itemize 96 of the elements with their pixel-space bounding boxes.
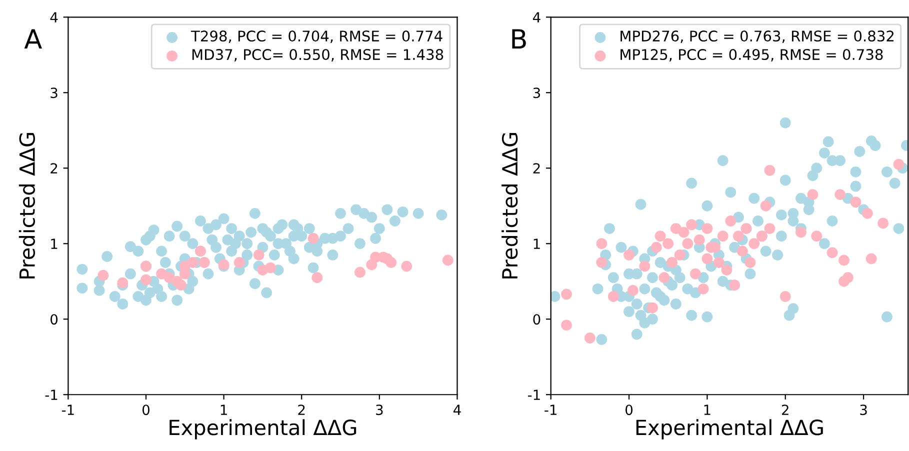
point [838, 276, 850, 287]
point [442, 254, 454, 266]
point [721, 264, 732, 276]
y-tick-label: 2 [50, 163, 58, 174]
point [312, 272, 323, 284]
point [732, 230, 744, 242]
point [694, 234, 705, 246]
y-tick-label: 3 [533, 88, 540, 98]
point [561, 288, 572, 300]
point [764, 164, 776, 176]
point [561, 320, 572, 331]
point [748, 238, 760, 250]
point [662, 238, 674, 250]
y-tick-label: 4 [532, 12, 540, 22]
legend-label: MD37, PCC= 0.550, RMSE = 1.438 [192, 49, 444, 62]
x-tick-label: 2 [782, 404, 788, 415]
point [596, 257, 608, 268]
chart-title: A [24, 29, 42, 49]
point [862, 208, 873, 219]
point [187, 257, 198, 268]
point [584, 332, 596, 344]
y-axis-title: Predicted ΔΔG [502, 133, 518, 278]
legend-label: T298, PCC = 0.704, RMSE = 0.774 [190, 30, 442, 44]
point [608, 291, 619, 302]
point [176, 280, 186, 291]
point [666, 257, 678, 268]
point [717, 230, 728, 242]
point [253, 249, 264, 260]
point [117, 277, 128, 288]
x-axis-title: Experimental ΔΔG [636, 419, 823, 440]
point [807, 189, 818, 200]
y-tick-label: 1 [534, 238, 540, 249]
x-tick-label: 2 [298, 404, 305, 415]
point [850, 196, 862, 208]
point [690, 268, 701, 280]
point [650, 242, 662, 253]
point [702, 223, 713, 234]
x-tick-label: 3 [860, 404, 867, 416]
point [811, 230, 822, 242]
point [354, 266, 366, 278]
y-tick-label: 2 [533, 163, 540, 174]
x-tick-label: 4 [453, 404, 461, 415]
point [764, 223, 776, 234]
point [698, 283, 709, 294]
y-tick-label: -1 [45, 390, 58, 400]
point [308, 232, 319, 244]
point [234, 257, 245, 268]
point [736, 246, 748, 257]
point [654, 230, 666, 242]
point [624, 249, 634, 260]
x-tick-label: -1 [544, 404, 556, 415]
point [678, 226, 690, 238]
y-tick-label: -1 [528, 390, 540, 400]
y-tick-label: 1 [51, 238, 58, 249]
y-axis-title: Predicted ΔΔG [18, 133, 36, 278]
point [878, 218, 889, 229]
y-tick-label: 3 [50, 88, 58, 98]
legend-label: MPD276, PCC = 0.763, RMSE = 0.832 [620, 30, 894, 44]
point [826, 247, 838, 258]
point [893, 158, 904, 170]
chart-title: B [512, 29, 526, 49]
x-tick-label: 0 [626, 404, 633, 416]
x-tick-label: 1 [704, 404, 710, 415]
point [725, 216, 736, 226]
point [760, 200, 772, 212]
point [639, 260, 650, 272]
y-tick-label: 4 [50, 12, 58, 22]
point [627, 284, 638, 296]
point [838, 254, 850, 266]
point [702, 253, 713, 264]
x-tick-label: 1 [220, 404, 227, 415]
point [647, 302, 658, 314]
y-tick-label: 0 [533, 314, 540, 325]
point [596, 238, 608, 250]
point [265, 262, 276, 274]
point [866, 253, 877, 264]
point [729, 280, 740, 291]
x-tick-label: -1 [62, 404, 74, 415]
y-tick-label: 0 [50, 314, 58, 325]
point [744, 257, 756, 268]
point [686, 219, 698, 230]
point [140, 274, 152, 286]
point [674, 249, 686, 260]
point [682, 238, 694, 250]
legend-label: MP125, PCC = 0.495, RMSE = 0.738 [620, 49, 883, 62]
x-tick-label: 3 [376, 404, 383, 416]
point [401, 260, 412, 272]
point [834, 189, 846, 200]
point [658, 272, 670, 284]
point [713, 257, 724, 268]
point [98, 270, 109, 281]
point [386, 257, 397, 268]
point [780, 291, 791, 302]
point [796, 226, 806, 238]
x-axis-title: Experimental ΔΔG [170, 419, 356, 440]
x-tick-label: 0 [142, 404, 150, 416]
